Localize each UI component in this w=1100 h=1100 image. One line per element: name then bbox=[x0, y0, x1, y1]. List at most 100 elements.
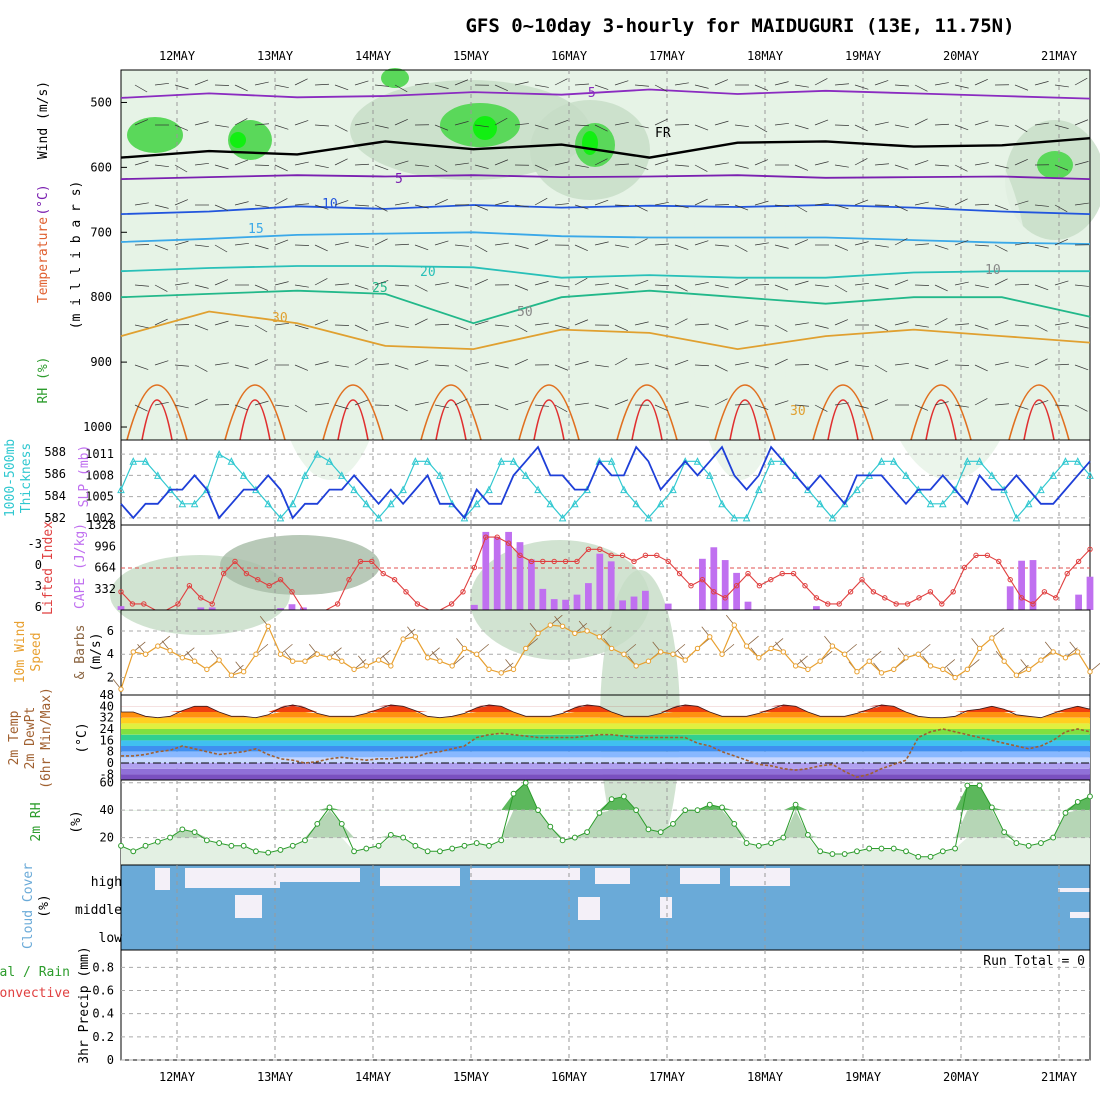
wind10-marker bbox=[584, 628, 590, 634]
wind-barb bbox=[1074, 119, 1089, 126]
rh2m-marker bbox=[964, 782, 971, 789]
wind-barb bbox=[754, 84, 769, 91]
wind-barb bbox=[214, 362, 229, 366]
rh2m-marker bbox=[522, 779, 529, 786]
x-tick-label-top: 13MAY bbox=[257, 49, 294, 63]
thickness-marker bbox=[926, 499, 935, 508]
wind-barb bbox=[534, 404, 549, 407]
wind-barb bbox=[414, 204, 429, 209]
rh2m-marker bbox=[203, 837, 210, 844]
wind-barb bbox=[674, 164, 689, 167]
wind-barb bbox=[254, 400, 269, 406]
cape-bar bbox=[1018, 560, 1025, 610]
wind-barb bbox=[454, 79, 469, 86]
wind10-marker bbox=[547, 622, 554, 628]
wind10-marker bbox=[351, 666, 357, 673]
wind-barb bbox=[1014, 404, 1029, 410]
wind10-marker bbox=[731, 622, 737, 628]
wind-barb bbox=[314, 361, 329, 366]
isotherm-35 bbox=[616, 384, 678, 441]
series-line-dewpt bbox=[121, 728, 1091, 779]
rh2m-marker bbox=[338, 820, 345, 827]
lifted-marker bbox=[129, 601, 136, 607]
wind-barb bbox=[174, 84, 189, 90]
thickness-marker bbox=[681, 457, 690, 465]
wind-barb bbox=[274, 198, 288, 206]
wind-barb bbox=[634, 238, 648, 246]
rh2m-marker bbox=[363, 845, 370, 852]
cloud-clear-block bbox=[1058, 888, 1090, 892]
thickness-marker bbox=[1012, 513, 1021, 522]
thickness-marker bbox=[534, 485, 542, 494]
wind-barb bbox=[154, 204, 169, 209]
wind-barb bbox=[854, 404, 869, 409]
profile-legend-label: RH (%) Temperature (°C) Wind (m/s) bbox=[36, 81, 51, 404]
wind-barb bbox=[794, 164, 809, 171]
wind10-marker bbox=[228, 672, 235, 678]
y-tick-label: 40 bbox=[100, 699, 114, 713]
wind-barb bbox=[154, 244, 169, 251]
rh2m-marker bbox=[486, 842, 492, 849]
thickness-marker bbox=[853, 485, 861, 494]
y-tick-label: 0 bbox=[107, 1053, 114, 1067]
lifted-marker bbox=[118, 589, 124, 595]
wind-barb bbox=[514, 284, 529, 291]
rh-fill-band bbox=[121, 810, 1090, 838]
cape-bar bbox=[505, 531, 512, 610]
rh2m-marker bbox=[1038, 840, 1044, 846]
wind-barb bbox=[294, 78, 308, 86]
wind-barb bbox=[1074, 77, 1088, 86]
wind-barb bbox=[854, 282, 869, 286]
wind10-marker bbox=[314, 651, 320, 657]
wind-barb bbox=[754, 124, 768, 133]
wind-barb bbox=[694, 281, 709, 286]
wind-barb bbox=[1034, 400, 1049, 406]
wind10-marker bbox=[1075, 649, 1081, 655]
wind-barb bbox=[794, 404, 809, 407]
wind-barb bbox=[534, 124, 549, 130]
wind-barb bbox=[174, 124, 189, 131]
lifted-marker bbox=[779, 570, 785, 577]
cape-bar bbox=[550, 599, 558, 610]
wind-barb bbox=[974, 364, 988, 372]
wind10-marker bbox=[841, 651, 848, 657]
thickness-marker bbox=[1024, 499, 1033, 508]
lifted-marker bbox=[380, 570, 386, 577]
wind10-marker bbox=[719, 651, 725, 657]
lifted-marker bbox=[517, 552, 523, 559]
wind-barb bbox=[654, 243, 669, 246]
lifted-marker bbox=[1030, 601, 1036, 607]
cape-bar bbox=[528, 559, 535, 610]
rh2m-marker bbox=[1001, 829, 1008, 835]
wind-barb bbox=[294, 203, 309, 206]
wind-barb bbox=[694, 404, 709, 408]
rh2m-marker bbox=[375, 842, 382, 849]
wind-barb bbox=[254, 123, 269, 126]
y-tick-label: 60 bbox=[100, 776, 114, 790]
axis-label: SLP (mb) bbox=[77, 445, 92, 508]
wind-barb bbox=[394, 84, 408, 93]
wind-barb bbox=[594, 158, 608, 166]
isotherm-35 bbox=[518, 384, 580, 441]
y-tick-label-left: 586 bbox=[44, 467, 66, 481]
lifted-marker bbox=[597, 546, 603, 552]
wind10-marker bbox=[510, 666, 517, 673]
rh-shade-bright bbox=[582, 131, 598, 155]
thickness-marker bbox=[730, 513, 739, 522]
wind10-marker bbox=[191, 658, 198, 664]
wind-barb bbox=[494, 242, 509, 246]
thickness-marker bbox=[816, 499, 824, 508]
x-tick-label-top: 21MAY bbox=[1041, 49, 1078, 63]
wind-barb bbox=[654, 404, 668, 412]
wind-barb bbox=[1054, 404, 1069, 407]
rh2m-marker bbox=[277, 847, 284, 853]
wind10-marker bbox=[424, 655, 431, 661]
wind-barb bbox=[214, 204, 229, 211]
wind-barb bbox=[154, 82, 169, 86]
isotherm-35 bbox=[812, 384, 874, 441]
rh2m-marker bbox=[731, 820, 738, 827]
wind10-marker bbox=[1025, 666, 1032, 673]
wind-barb bbox=[194, 364, 208, 372]
wind10-marker bbox=[621, 651, 627, 657]
wind-barb bbox=[254, 204, 269, 208]
